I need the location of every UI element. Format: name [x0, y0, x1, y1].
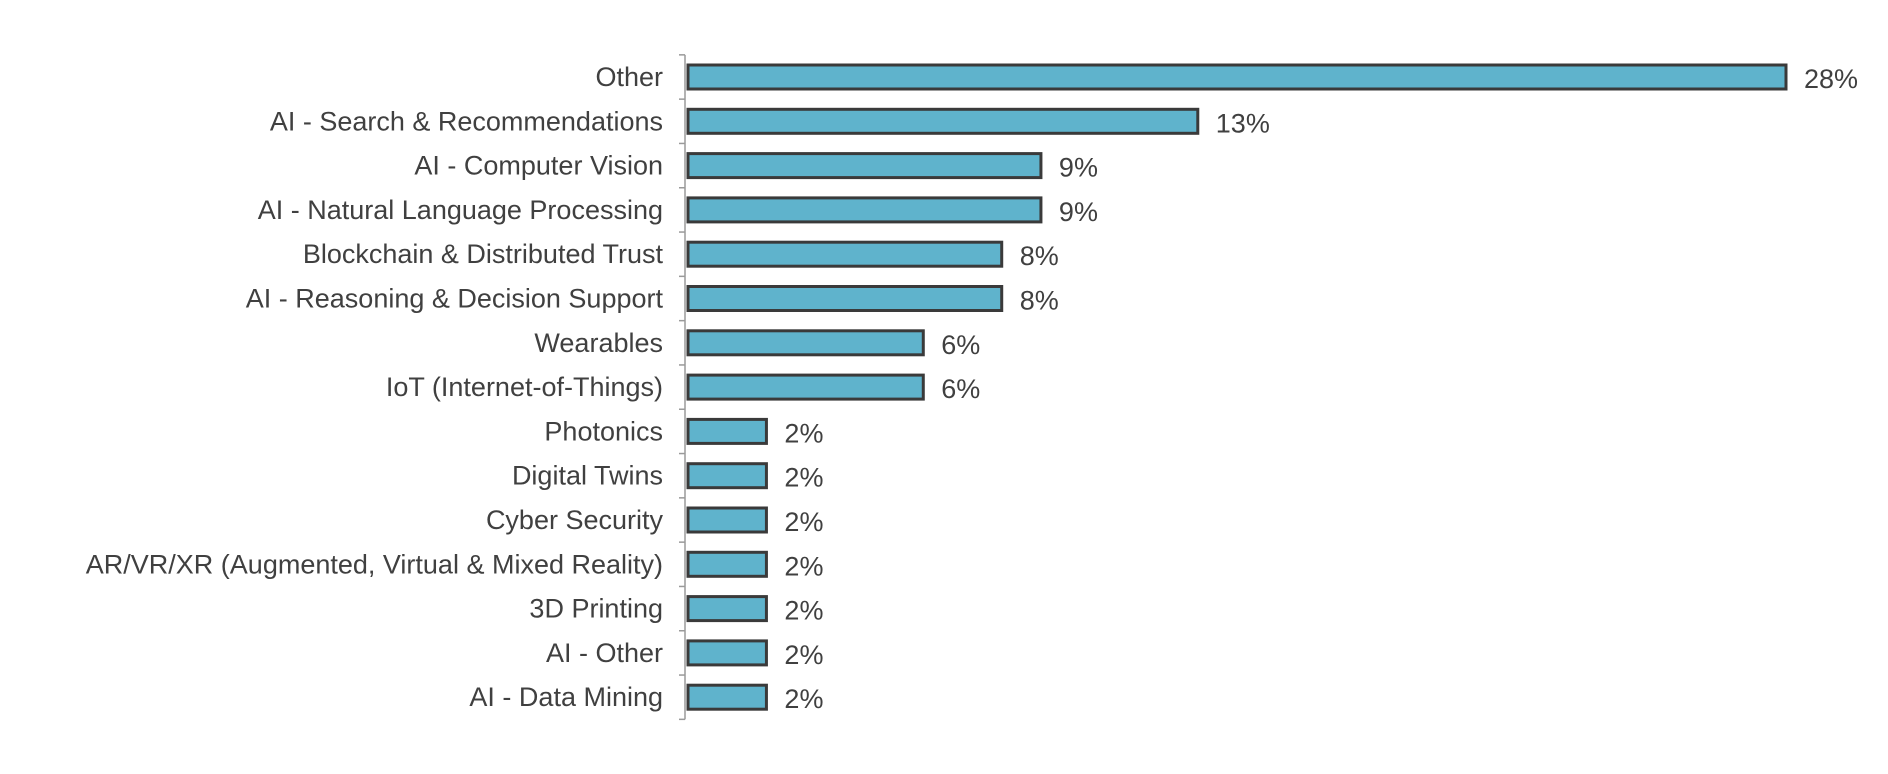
bar	[686, 683, 768, 711]
category-axis	[679, 54, 686, 721]
bar	[686, 329, 925, 357]
data-label: 8%	[1020, 286, 1059, 316]
category-label: AI - Data Mining	[469, 682, 663, 712]
bar	[686, 107, 1200, 135]
category-label: AR/VR/XR (Augmented, Virtual & Mixed Rea…	[86, 549, 663, 579]
category-label: Blockchain & Distributed Trust	[303, 239, 664, 269]
bar	[686, 506, 768, 534]
bar	[686, 595, 768, 623]
bar	[686, 417, 768, 445]
category-label: Photonics	[544, 416, 663, 446]
category-label: AI - Computer Vision	[414, 151, 663, 181]
category-label: Cyber Security	[486, 505, 664, 535]
data-label: 2%	[784, 463, 823, 493]
bar	[686, 373, 925, 401]
bar	[686, 196, 1043, 224]
bar	[686, 639, 768, 667]
bar	[686, 240, 1004, 268]
bar	[686, 285, 1004, 312]
bar	[686, 63, 1788, 91]
category-label: Other	[595, 62, 663, 92]
category-label: IoT (Internet-of-Things)	[386, 372, 663, 402]
data-label: 2%	[784, 684, 823, 714]
data-label: 8%	[1020, 241, 1059, 271]
category-label: Wearables	[534, 328, 663, 358]
data-label: 13%	[1216, 108, 1270, 138]
bars	[686, 63, 1788, 711]
data-label: 9%	[1059, 197, 1098, 227]
data-label: 9%	[1059, 153, 1098, 183]
category-label: AI - Reasoning & Decision Support	[246, 284, 664, 314]
data-label: 2%	[784, 640, 823, 670]
category-label: AI - Search & Recommendations	[270, 106, 663, 136]
data-label: 2%	[784, 596, 823, 626]
category-labels: Other AI - Search & Recommendations AI - C…	[86, 62, 664, 712]
bar	[686, 550, 768, 578]
category-label: Digital Twins	[512, 461, 663, 491]
data-label: 28%	[1804, 64, 1858, 94]
bar	[686, 152, 1043, 180]
data-label: 6%	[941, 374, 980, 404]
value-labels: 28%13%9%9%8%8%6%6%2%2%2%2%2%2%2%	[784, 64, 1858, 714]
data-label: 6%	[941, 330, 980, 360]
data-label: 2%	[784, 507, 823, 537]
category-label: AI - Natural Language Processing	[258, 195, 663, 225]
category-label: 3D Printing	[529, 594, 663, 624]
bar	[686, 462, 768, 490]
category-label: AI - Other	[546, 638, 663, 668]
data-label: 2%	[784, 551, 823, 581]
data-label: 2%	[784, 418, 823, 448]
